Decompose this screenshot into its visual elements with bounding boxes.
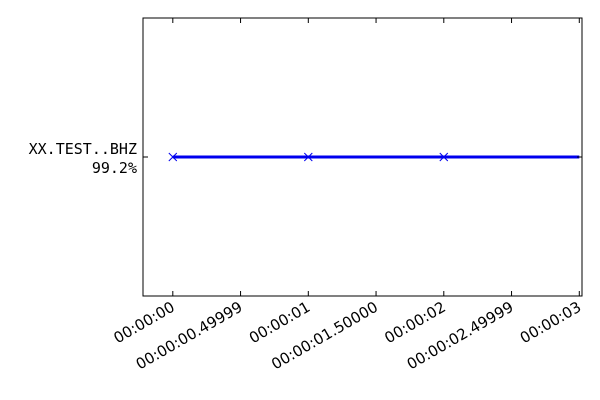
data-point-marker xyxy=(303,152,313,162)
data-point-marker xyxy=(168,152,178,162)
y-tick-label: XX.TEST..BHZ xyxy=(29,140,137,158)
marker-stroke xyxy=(168,152,178,162)
y-tick-sublabel: 99.2% xyxy=(92,159,137,177)
data-point-marker xyxy=(439,152,449,162)
x-tick-label: 00:00:03 xyxy=(517,298,584,347)
series-layer xyxy=(168,152,580,162)
marker-stroke xyxy=(303,152,313,162)
marker-stroke xyxy=(439,152,449,162)
